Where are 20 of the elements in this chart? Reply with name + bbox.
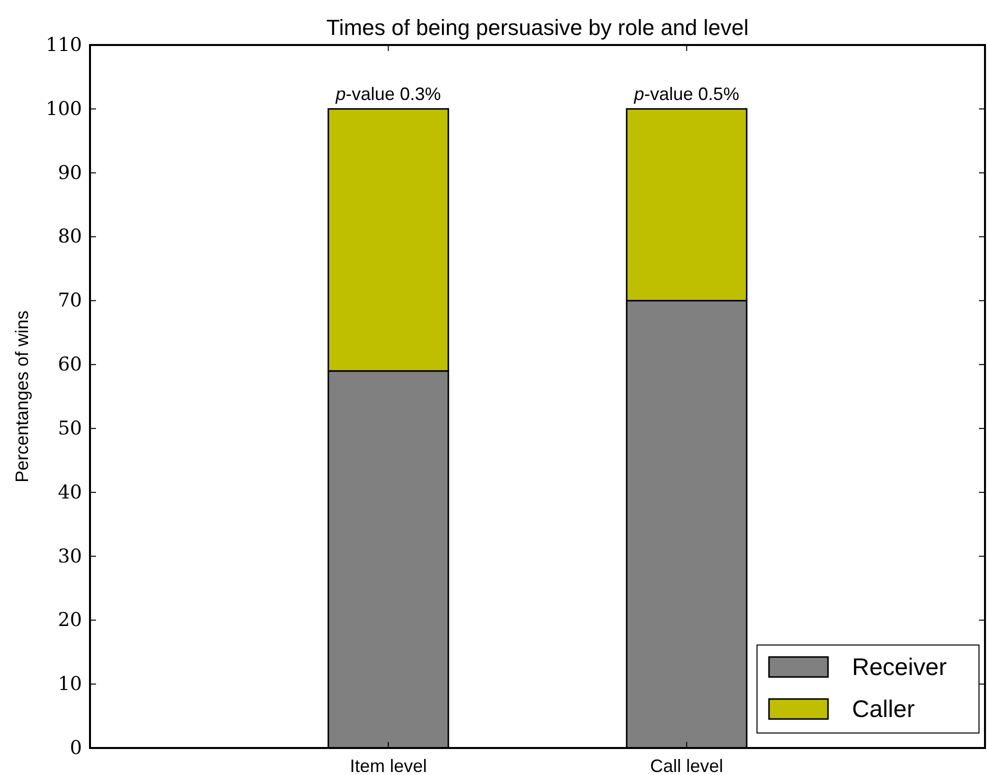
y-tick-label: 0 [70,737,82,759]
chart-title: Times of being persuasive by role and level [326,15,749,40]
annotation: p-value 0.3% [334,84,441,104]
legend-label: Receiver [852,654,947,681]
y-tick-label: 110 [46,34,82,56]
y-tick-label: 50 [58,417,82,440]
y-tick-label: 20 [58,609,82,632]
y-tick-label: 80 [58,226,82,248]
y-tick-label: 60 [58,354,82,376]
y-tick-label: 100 [46,98,82,120]
annotation: p-value 0.5% [633,84,740,104]
x-tick-label: Call level [650,756,724,775]
y-tick-label: 10 [58,673,82,696]
y-tick-label: 90 [58,162,82,184]
legend-label: Caller [852,696,915,723]
y-tick-label: 40 [58,481,82,504]
x-tick-label: Item level [350,756,427,775]
y-axis-title: Percentanges of wins [12,310,32,483]
y-tick-label: 70 [58,290,82,312]
y-tick-label: 30 [58,545,82,568]
